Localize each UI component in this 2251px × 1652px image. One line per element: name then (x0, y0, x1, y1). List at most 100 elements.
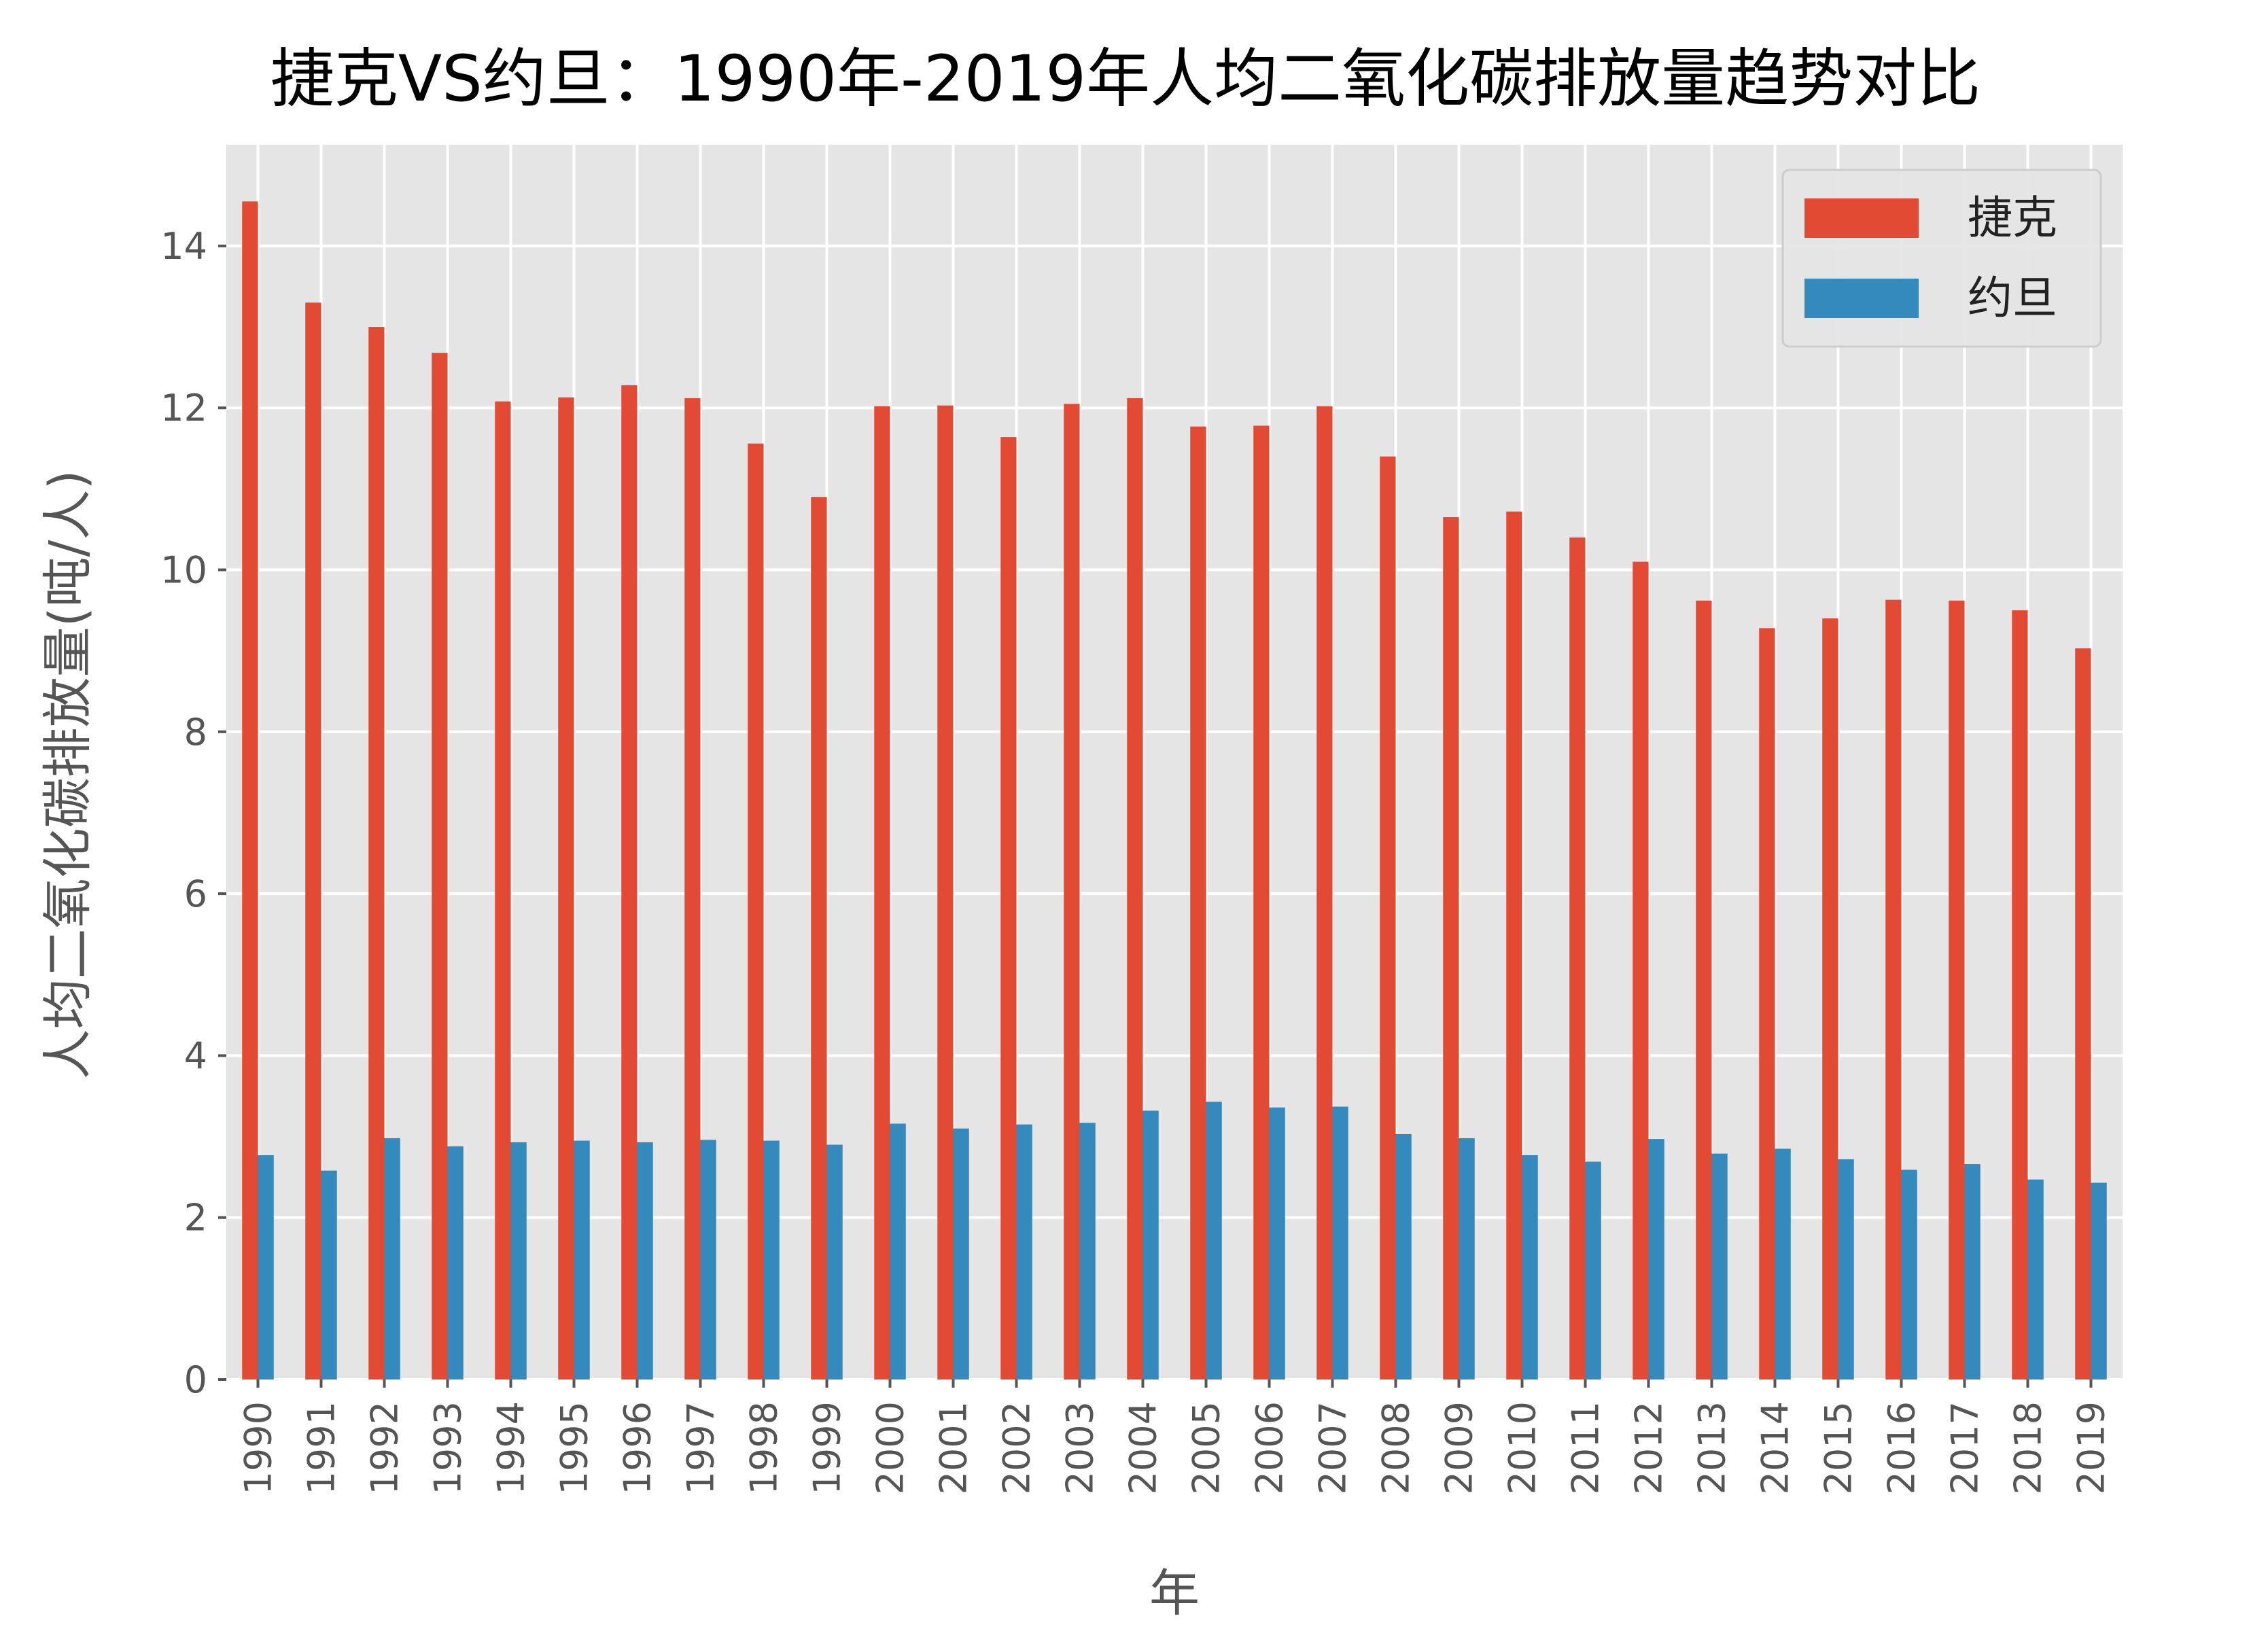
bar-czech-1997 (684, 398, 701, 1379)
x-tick-label: 1997 (680, 1401, 722, 1494)
bar-jordan-2016 (1901, 1170, 1917, 1379)
bar-czech-2013 (1696, 600, 1712, 1379)
bar-czech-2005 (1190, 426, 1206, 1379)
y-tick-label: 12 (160, 387, 207, 429)
bar-czech-2002 (1000, 437, 1017, 1380)
x-tick-label: 2007 (1312, 1401, 1355, 1494)
legend-swatch-czech (1804, 198, 1919, 238)
bar-czech-2018 (2012, 610, 2028, 1379)
bar-jordan-2014 (1775, 1148, 1791, 1379)
bar-jordan-1996 (637, 1142, 653, 1379)
bar-czech-2008 (1380, 456, 1396, 1379)
bar-czech-1998 (748, 443, 764, 1379)
legend-label-jordan: 约旦 (1968, 272, 2057, 324)
bar-czech-1991 (305, 302, 321, 1380)
x-tick-label: 2016 (1881, 1401, 1923, 1494)
bar-czech-1992 (368, 327, 385, 1379)
x-tick-label: 1995 (553, 1401, 596, 1494)
y-tick-label: 4 (184, 1034, 207, 1077)
bar-czech-2017 (1949, 600, 1965, 1379)
bar-jordan-2010 (1522, 1155, 1538, 1379)
bar-jordan-2002 (1016, 1124, 1032, 1379)
x-tick-label: 1991 (300, 1401, 343, 1494)
bar-jordan-2009 (1459, 1138, 1475, 1379)
x-tick-label: 2018 (2007, 1401, 2050, 1494)
bar-czech-2016 (1885, 599, 1902, 1380)
x-tick-label: 2011 (1565, 1401, 1607, 1494)
bar-jordan-2018 (2027, 1179, 2044, 1379)
x-tick-label: 2015 (1817, 1401, 1860, 1494)
bar-czech-2010 (1506, 511, 1522, 1380)
x-tick-label: 1994 (490, 1401, 533, 1494)
bar-jordan-2004 (1142, 1110, 1159, 1379)
x-axis-label: 年 (1149, 1564, 1200, 1623)
bar-jordan-1997 (700, 1140, 716, 1379)
bar-czech-2004 (1127, 398, 1143, 1379)
bar-jordan-2008 (1395, 1133, 1412, 1379)
bar-jordan-2019 (2091, 1182, 2107, 1379)
bar-czech-2015 (1822, 618, 1838, 1379)
y-tick-label: 0 (184, 1358, 207, 1401)
x-tick-label: 2009 (1438, 1401, 1481, 1494)
bar-jordan-1993 (447, 1146, 464, 1379)
x-tick-label: 2006 (1249, 1401, 1291, 1494)
legend-label-czech: 捷克 (1968, 192, 2057, 244)
bar-czech-2014 (1759, 628, 1775, 1379)
bars (242, 201, 2107, 1380)
legend-swatch-jordan (1804, 279, 1919, 318)
bar-czech-1994 (495, 401, 511, 1379)
bar-jordan-1991 (321, 1170, 337, 1379)
bar-jordan-1990 (258, 1155, 274, 1379)
x-tick-label: 2012 (1628, 1401, 1671, 1494)
bar-jordan-2017 (1964, 1164, 1980, 1379)
x-tick-label: 2000 (869, 1401, 912, 1494)
bar-jordan-2001 (953, 1128, 969, 1379)
bar-jordan-1994 (510, 1142, 527, 1379)
bar-jordan-2013 (1711, 1153, 1728, 1379)
y-tick-label: 14 (160, 225, 207, 268)
y-axis: 0 2 4 6 8 10 12 14 (160, 225, 226, 1401)
bar-czech-2009 (1443, 517, 1459, 1380)
bar-czech-1995 (558, 397, 574, 1379)
bar-czech-2006 (1253, 425, 1270, 1380)
x-tick-label: 2014 (1754, 1401, 1797, 1494)
y-tick-label: 10 (160, 549, 207, 592)
bar-jordan-2000 (890, 1123, 906, 1379)
y-axis-label: 人均二氧化碳排放量(吨/人) (39, 470, 97, 1080)
bar-jordan-2006 (1269, 1107, 1285, 1379)
bar-jordan-1992 (384, 1138, 400, 1379)
bar-jordan-2011 (1585, 1161, 1601, 1379)
x-tick-label: 1990 (237, 1401, 280, 1494)
bar-jordan-1998 (763, 1140, 780, 1379)
chart-title: 捷克VS约旦：1990年-2019年人均二氧化碳排放量趋势对比 (271, 42, 1980, 116)
x-tick-label: 1999 (806, 1401, 849, 1494)
bar-jordan-1995 (574, 1140, 590, 1379)
bar-jordan-1999 (826, 1144, 843, 1379)
bar-czech-2011 (1569, 537, 1586, 1379)
bar-czech-2007 (1316, 406, 1333, 1379)
x-tick-label: 2008 (1375, 1401, 1418, 1494)
bar-czech-1999 (811, 497, 827, 1380)
bar-czech-2003 (1064, 404, 1080, 1379)
y-tick-label: 8 (184, 711, 207, 754)
bar-czech-2000 (874, 406, 890, 1379)
x-axis: 1990 1991 1992 1993 1994 1995 1996 1997 1998 1999… (237, 1379, 2113, 1494)
bar-czech-2001 (937, 405, 954, 1380)
x-tick-label: 2004 (1122, 1401, 1165, 1494)
legend: 捷克 约旦 (1781, 169, 2102, 348)
bar-jordan-2012 (1648, 1139, 1664, 1379)
x-tick-label: 2013 (1691, 1401, 1734, 1494)
bar-czech-1993 (432, 353, 448, 1379)
bar-jordan-2005 (1206, 1102, 1222, 1379)
x-tick-label: 1993 (427, 1401, 470, 1494)
y-tick-label: 6 (184, 873, 207, 915)
y-tick-label: 2 (184, 1197, 207, 1240)
x-tick-label: 2010 (1501, 1401, 1544, 1494)
bar-czech-1996 (621, 385, 638, 1380)
x-tick-label: 2017 (1944, 1401, 1987, 1494)
bar-czech-2012 (1633, 561, 1649, 1379)
x-tick-label: 1992 (364, 1401, 406, 1494)
x-tick-label: 2003 (1059, 1401, 1102, 1494)
bar-jordan-2007 (1332, 1106, 1348, 1379)
